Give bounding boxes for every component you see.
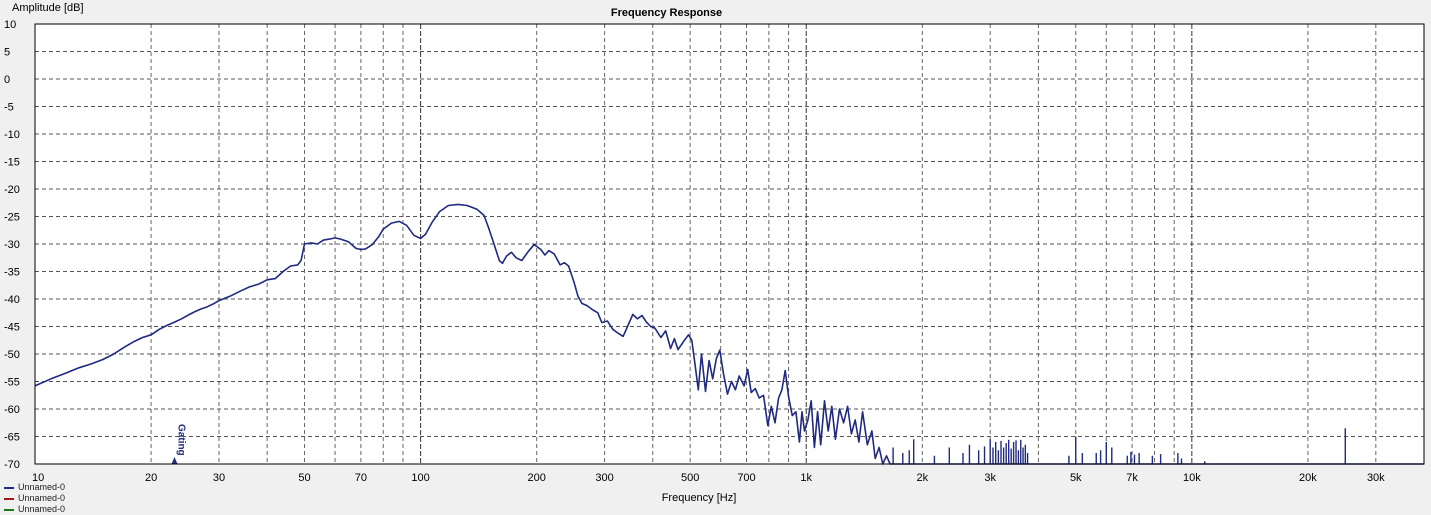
legend-label: Unnamed-0 [18, 493, 66, 503]
x-tick-label: 30k [1367, 472, 1385, 484]
y-tick-label: -55 [4, 377, 20, 389]
y-tick-label: -20 [4, 184, 20, 196]
gating-marker-arrow [171, 457, 178, 464]
legend-label: Unnamed-0 [18, 482, 66, 492]
gating-marker-label: Gating [175, 424, 186, 456]
x-tick-label: 7k [1126, 472, 1138, 484]
x-tick-label: 70 [355, 472, 367, 484]
y-tick-label: -40 [4, 294, 20, 306]
x-tick-label: 50 [298, 472, 310, 484]
grid [35, 23, 1424, 464]
x-tick-label: 300 [595, 472, 613, 484]
y-tick-label: -50 [4, 349, 20, 361]
legend-swatch [4, 497, 14, 500]
x-tick-label: 100 [411, 472, 429, 484]
x-axis-label: Frequency [Hz] [662, 492, 737, 504]
y-tick-label: 0 [4, 74, 10, 86]
legend-item[interactable]: Unnamed-0 [4, 493, 65, 504]
legend-item[interactable]: Unnamed-0 [4, 482, 65, 493]
x-tick-labels: 10 20 30 50 70 100 200 300 500 700 1k 2k 3k 5k 7k 10k 20… [32, 472, 1385, 484]
x-tick-label: 30 [213, 472, 225, 484]
gating-marker: Gating [171, 424, 186, 464]
legend-label: Unnamed-0 [18, 504, 66, 514]
y-tick-label: -15 [4, 157, 20, 169]
y-tick-label: -30 [4, 239, 20, 251]
x-tick-label: 3k [984, 472, 996, 484]
plot-border [34, 23, 1425, 465]
y-tick-label: -10 [4, 129, 20, 141]
y-tick-label: -35 [4, 267, 20, 279]
x-tick-label: 700 [737, 472, 755, 484]
legend: Unnamed-0 Unnamed-0 Unnamed-0 [4, 482, 65, 515]
y-tick-label: -65 [4, 432, 20, 444]
legend-swatch [4, 508, 14, 511]
x-tick-label: 200 [528, 472, 546, 484]
y-axis-label: Amplitude [dB] [12, 2, 84, 14]
y-tick-label: 10 [4, 19, 16, 31]
legend-swatch [4, 486, 14, 489]
chart-title: Frequency Response [611, 7, 722, 19]
y-tick-labels: 10 5 0 -5 -10 -15 -20 -25 -30 -35 -40 -45 -50 -55 -60 -… [4, 19, 20, 471]
x-tick-label: 10k [1183, 472, 1201, 484]
y-tick-label: 5 [4, 47, 10, 59]
x-tick-label: 2k [916, 472, 928, 484]
y-tick-label: -5 [4, 102, 14, 114]
x-tick-label: 500 [681, 472, 699, 484]
x-tick-label: 10 [32, 472, 44, 484]
y-tick-label: -25 [4, 212, 20, 224]
legend-item[interactable]: Unnamed-0 [4, 504, 65, 515]
y-tick-label: -45 [4, 322, 20, 334]
x-tick-label: 20k [1299, 472, 1317, 484]
x-tick-label: 5k [1070, 472, 1082, 484]
y-tick-label: -70 [4, 459, 20, 471]
x-tick-label: 20 [145, 472, 157, 484]
x-tick-label: 1k [800, 472, 812, 484]
y-tick-label: -60 [4, 404, 20, 416]
